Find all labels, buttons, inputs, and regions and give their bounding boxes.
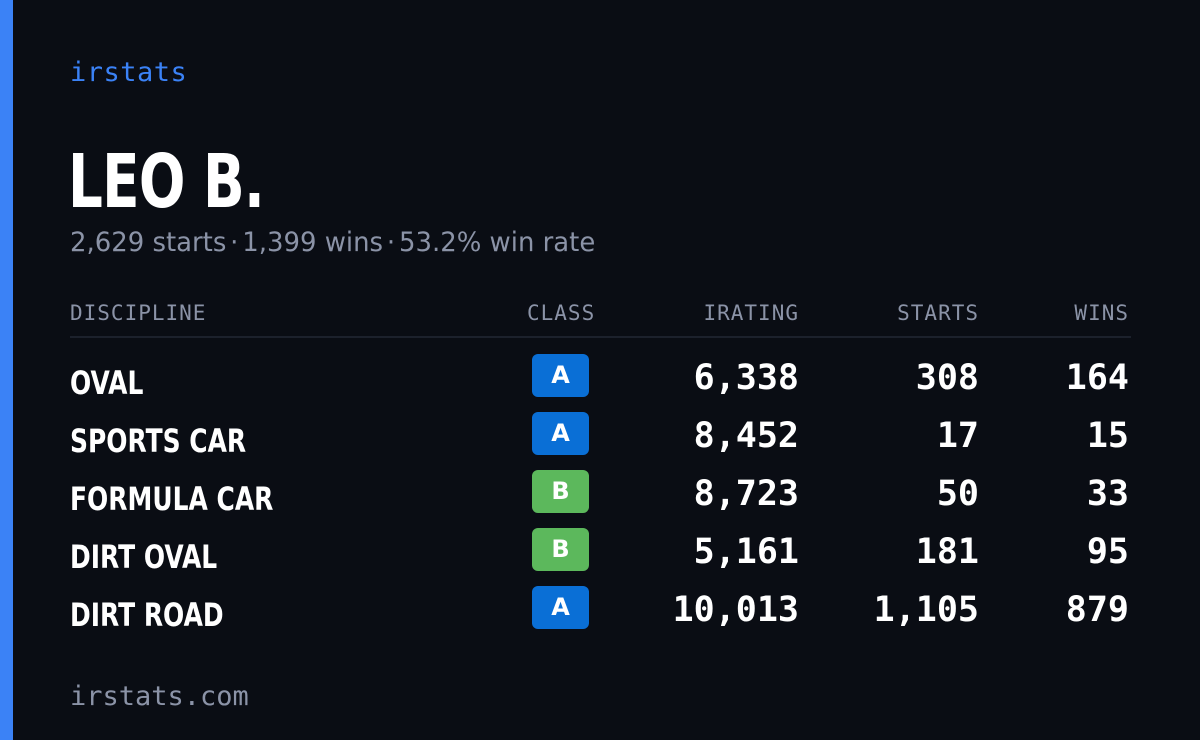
class-badge: B [532,528,589,571]
accent-bar [0,0,13,740]
wins-value: 33 [1086,474,1129,514]
header-irating: IRATING [703,301,799,325]
summary-win-rate: 53.2% win rate [398,227,596,258]
summary-separator: · [230,227,239,258]
class-badge: A [532,586,589,629]
starts-value: 308 [915,358,979,398]
summary-starts: 2,629 starts [70,227,227,258]
summary-separator: · [386,227,396,258]
player-name: LEO B. [68,139,265,225]
wins-value: 164 [1065,358,1129,398]
irating-value: 6,338 [693,358,799,398]
class-badge: B [532,470,589,513]
brand-logo: irstats [70,57,188,88]
irating-value: 10,013 [672,590,799,630]
starts-value: 181 [915,532,979,572]
discipline-table: DISCIPLINE CLASS IRATING STARTS WINS OVA… [70,296,1131,634]
discipline-name: OVAL [70,364,144,402]
table-row: SPORTS CAR A 8,452 17 15 [70,396,1131,460]
discipline-name: DIRT ROAD [70,596,224,634]
discipline-name: FORMULA CAR [70,480,274,518]
header-wins: WINS [1074,301,1129,325]
wins-value: 879 [1065,590,1129,630]
footer-url: irstats.com [70,681,249,712]
wins-value: 95 [1086,532,1129,572]
table-body: OVAL A 6,338 308 164 SPORTS CAR A 8,452 … [70,338,1131,634]
header-discipline: DISCIPLINE [70,301,207,325]
table-row: DIRT OVAL B 5,161 181 95 [70,512,1131,576]
starts-value: 1,105 [873,590,979,630]
table-row: FORMULA CAR B 8,723 50 33 [70,454,1131,518]
irating-value: 8,452 [693,416,799,456]
wins-value: 15 [1086,416,1129,456]
player-summary: 2,629 starts · 1,399 wins · 53.2% win rate [70,227,595,258]
header-class: CLASS [527,301,596,325]
header-starts: STARTS [897,301,979,325]
summary-wins: 1,399 wins [242,227,384,258]
discipline-name: SPORTS CAR [70,422,247,460]
class-badge: A [532,412,589,455]
table-row: OVAL A 6,338 308 164 [70,338,1131,402]
discipline-name: DIRT OVAL [70,538,218,576]
table-row: DIRT ROAD A 10,013 1,105 879 [70,570,1131,634]
class-badge: A [532,354,589,397]
table-header: DISCIPLINE CLASS IRATING STARTS WINS [70,296,1131,338]
starts-value: 50 [936,474,979,514]
irating-value: 5,161 [693,532,799,572]
irating-value: 8,723 [693,474,799,514]
starts-value: 17 [936,416,979,456]
